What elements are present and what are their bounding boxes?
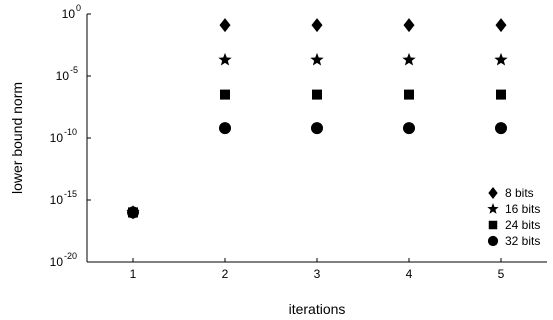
y-tick-base: 10 — [50, 255, 64, 269]
legend-entry: 16 bits — [487, 202, 540, 216]
data-point-square — [496, 89, 506, 100]
legend-marker-star — [487, 203, 499, 214]
data-point-square — [220, 89, 230, 100]
legend-label: 8 bits — [505, 186, 534, 200]
legend-label: 16 bits — [505, 202, 540, 216]
data-point-diamond — [495, 18, 507, 33]
data-point-diamond — [311, 18, 323, 33]
y-axis-label: lower bound norm — [9, 82, 25, 194]
y-tick-label: 10 0 — [62, 3, 81, 21]
y-tick-base: 10 — [62, 7, 76, 21]
data-point-circle — [219, 122, 231, 135]
legend-entry: 24 bits — [488, 218, 540, 232]
legend-marker-square — [488, 220, 498, 230]
x-axis-label: iterations — [289, 301, 346, 317]
data-points — [126, 18, 508, 220]
y-tick-label: 10 -15 — [50, 189, 77, 207]
y-tick-exponent: 0 — [76, 3, 81, 13]
data-point-circle — [403, 122, 415, 135]
x-tick-label: 1 — [130, 267, 137, 281]
data-point-star — [218, 52, 232, 66]
y-tick-label: 10 -10 — [50, 127, 77, 145]
plot-axes — [86, 14, 547, 263]
data-point-diamond — [403, 18, 415, 33]
y-tick-base: 10 — [50, 193, 64, 207]
y-tick-exponent: -10 — [64, 127, 77, 137]
y-tick-label: 10 -20 — [50, 251, 77, 269]
data-point-circle — [127, 206, 139, 219]
x-tick-label: 2 — [222, 267, 229, 281]
data-point-square — [312, 89, 322, 100]
data-point-star — [402, 52, 416, 66]
x-tick-label: 3 — [314, 267, 321, 281]
x-tick-label: 4 — [406, 267, 413, 281]
y-tick-exponent: -20 — [64, 251, 77, 261]
legend-label: 24 bits — [505, 218, 540, 232]
y-tick-exponent: -5 — [70, 65, 78, 75]
legend-label: 32 bits — [505, 234, 540, 248]
x-axis-ticks: 1 2 3 4 5 — [130, 258, 505, 281]
legend-entry: 32 bits — [487, 234, 540, 248]
legend-marker-circle — [487, 235, 499, 247]
legend-marker-diamond — [488, 187, 498, 199]
legend: 8 bits 16 bits 24 bits 32 bits — [487, 186, 540, 248]
data-point-circle — [495, 122, 507, 135]
data-point-diamond — [219, 18, 231, 33]
data-point-star — [494, 52, 508, 66]
x-tick-label: 5 — [498, 267, 505, 281]
y-tick-label: 10 -5 — [56, 65, 78, 83]
y-tick-base: 10 — [56, 69, 70, 83]
data-point-circle — [311, 122, 323, 135]
data-point-square — [404, 89, 414, 100]
y-tick-base: 10 — [50, 131, 64, 145]
legend-entry: 8 bits — [488, 186, 534, 200]
y-tick-exponent: -15 — [64, 189, 77, 199]
data-point-star — [310, 52, 324, 66]
